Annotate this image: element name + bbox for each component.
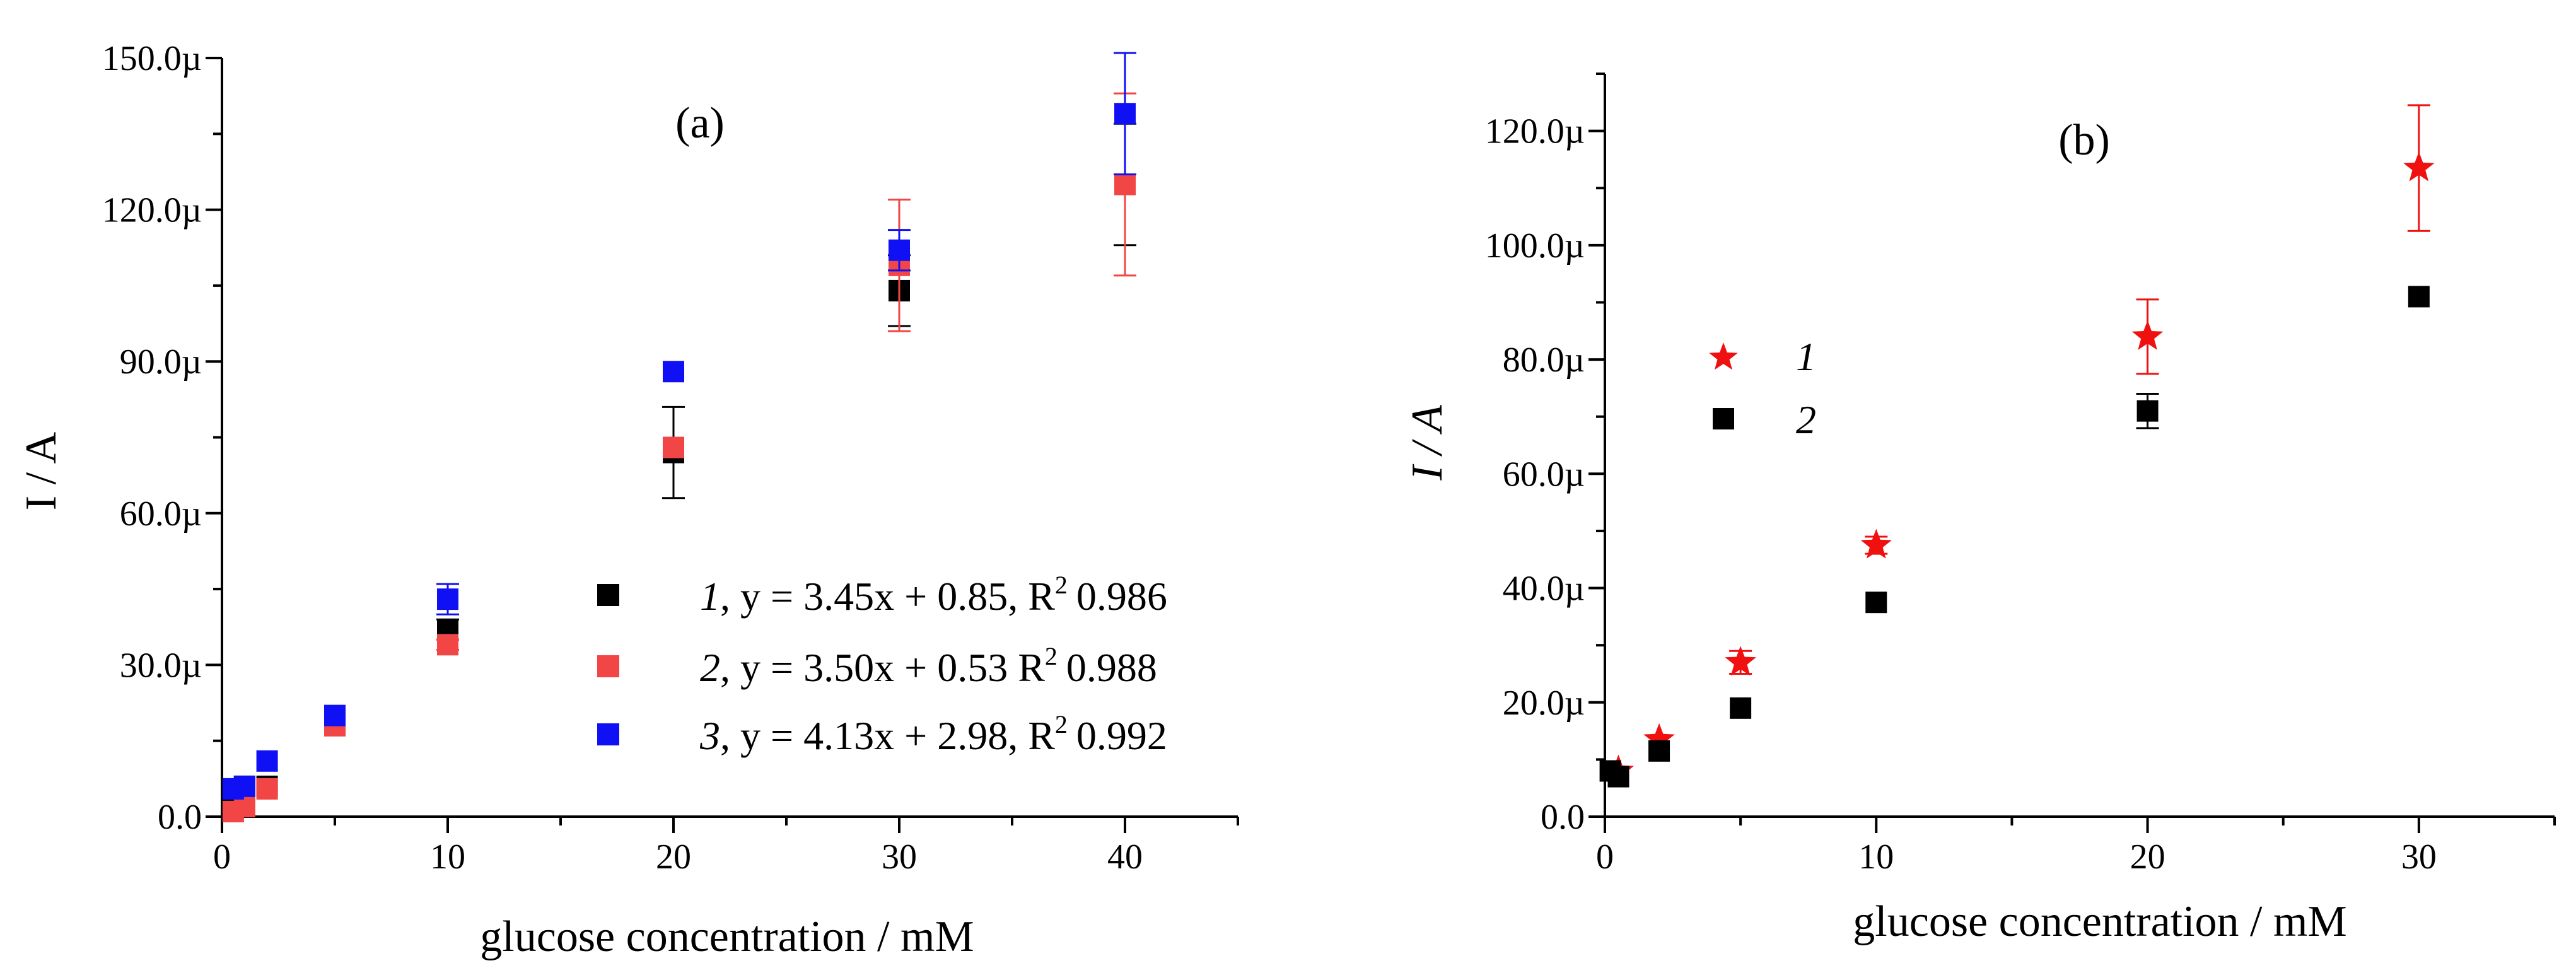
panel-b-series-1-point: [1643, 723, 1675, 753]
panel-b-y-tick-label: 20.0µ: [1503, 684, 1585, 723]
panel-a-series-3-point: [1114, 103, 1136, 125]
legend-text-a2: 2, y = 3.50x + 0.53 R2 0.988: [700, 642, 1157, 690]
panel-a-series-3-point: [437, 588, 458, 610]
panel-a-series-3-point: [889, 239, 910, 261]
panel-b-x-tick-label: 0: [1596, 837, 1614, 877]
panel-a-x-axis-title: glucose concentration / mM: [480, 913, 974, 961]
panel-b-y-axis-title: I / A: [1403, 405, 1452, 481]
panel-a-series-3-point: [256, 750, 278, 772]
panel-a-y-tick-label: 0.0: [158, 798, 202, 837]
panel-a-x-tick-label: 0: [213, 837, 231, 877]
legend-text-b1: 1: [1796, 334, 1816, 379]
legend-entry-a2: 2, y = 3.50x + 0.53 R2 0.988: [597, 642, 1157, 690]
panel-b-series-2-point: [2136, 400, 2159, 422]
panel-b: 0 10 20 30 0.0 20.0µ 40.0µ 60.0µ 80.0µ 100.0µ 120.…: [1403, 73, 2556, 946]
panel-b-legend: 1 2: [1709, 334, 1816, 442]
panel-a-x-tick-label: 40: [1107, 837, 1143, 877]
panel-a-y-axis-title: I / A: [17, 431, 66, 510]
panel-b-y-tick-label: 120.0µ: [1485, 112, 1585, 151]
panel-b-series-1-point: [1725, 646, 1756, 676]
legend-text-a1: 1, y = 3.45x + 0.85, R2 0.986: [700, 571, 1167, 619]
panel-b-x-tick-label: 20: [2130, 837, 2165, 877]
panel-a-series-2-point: [663, 436, 684, 458]
legend-marker-a3: [597, 723, 619, 745]
panel-b-y-tick-label: 0.0: [1541, 798, 1585, 837]
panel-a-y-tick-label: 90.0µ: [120, 342, 202, 382]
legend-text-b2: 2: [1796, 397, 1816, 442]
panel-b-y-tick-label: 40.0µ: [1503, 569, 1585, 609]
panel-b-series-2-point: [1648, 740, 1670, 762]
legend-text-a3: 3, y = 4.13x + 2.98, R2 0.992: [699, 710, 1167, 758]
legend-marker-b1: [1709, 342, 1738, 370]
panel-b-series-2-point: [1865, 592, 1887, 614]
panel-b-plot-area: 0 10 20 30 0.0 20.0µ 40.0µ 60.0µ 80.0µ 100.0µ 120.…: [1485, 73, 2556, 877]
panel-b-series-1-point: [1860, 528, 1892, 559]
panel-b-series-2-point: [2408, 286, 2430, 308]
panel-a-series-2-point: [256, 778, 278, 800]
panel-a-x-tick-label: 10: [430, 837, 465, 877]
panel-a-series-3-point: [233, 775, 255, 797]
legend-entry-a1: 1, y = 3.45x + 0.85, R2 0.986: [597, 571, 1167, 619]
panel-a-series-2-point: [437, 634, 458, 656]
legend-entry-a3: 3, y = 4.13x + 2.98, R2 0.992: [597, 710, 1167, 758]
panel-a-series-2-point: [1114, 173, 1136, 195]
panel-a-series-3-point: [663, 361, 684, 383]
panel-b-x-tick-label: 30: [2401, 837, 2437, 877]
panel-b-x-axis-title: glucose concentration / mM: [1853, 897, 2346, 946]
panel-a-y-tick-label: 120.0µ: [102, 191, 202, 230]
panel-b-series-1-point: [2403, 151, 2435, 182]
panel-a-x-tick-label: 20: [656, 837, 691, 877]
panel-b-label: (b): [2058, 116, 2110, 165]
panel-a-label: (a): [675, 99, 725, 148]
legend-marker-b2: [1713, 408, 1734, 429]
panel-a-legend: 1, y = 3.45x + 0.85, R2 0.986 2, y = 3.50…: [597, 571, 1167, 758]
panel-b-series-2-point: [1730, 697, 1752, 719]
legend-marker-a1: [597, 584, 619, 606]
panel-a-y-tick-label: 150.0µ: [102, 39, 202, 78]
legend-marker-a2: [597, 655, 619, 677]
panel-b-y-tick-label: 100.0µ: [1485, 226, 1585, 265]
panel-a: 0 10 20 30 400.030.0µ60.0µ90.0µ120.0µ150.0µ …: [17, 39, 1239, 961]
panel-b-series-1-point: [2131, 320, 2164, 350]
panel-b-y-tick-label: 60.0µ: [1503, 455, 1585, 494]
panel-a-y-tick-label: 60.0µ: [120, 494, 202, 534]
panel-b-series-2-point: [1607, 766, 1629, 788]
legend-entry-b1: 1: [1709, 334, 1816, 379]
panel-a-series-3-point: [324, 704, 346, 726]
panel-a-plot-area: 0 10 20 30 40 0.0 30.0µ 60.0µ 90.0µ 120.0µ 150.0µ: [102, 39, 1239, 877]
legend-entry-b2: 2: [1713, 397, 1816, 442]
panel-b-y-tick-label: 80.0µ: [1503, 341, 1585, 380]
panel-a-y-tick-label: 30.0µ: [120, 646, 202, 685]
panel-b-x-tick-label: 10: [1858, 837, 1894, 877]
panel-a-x-tick-label: 30: [882, 837, 917, 877]
